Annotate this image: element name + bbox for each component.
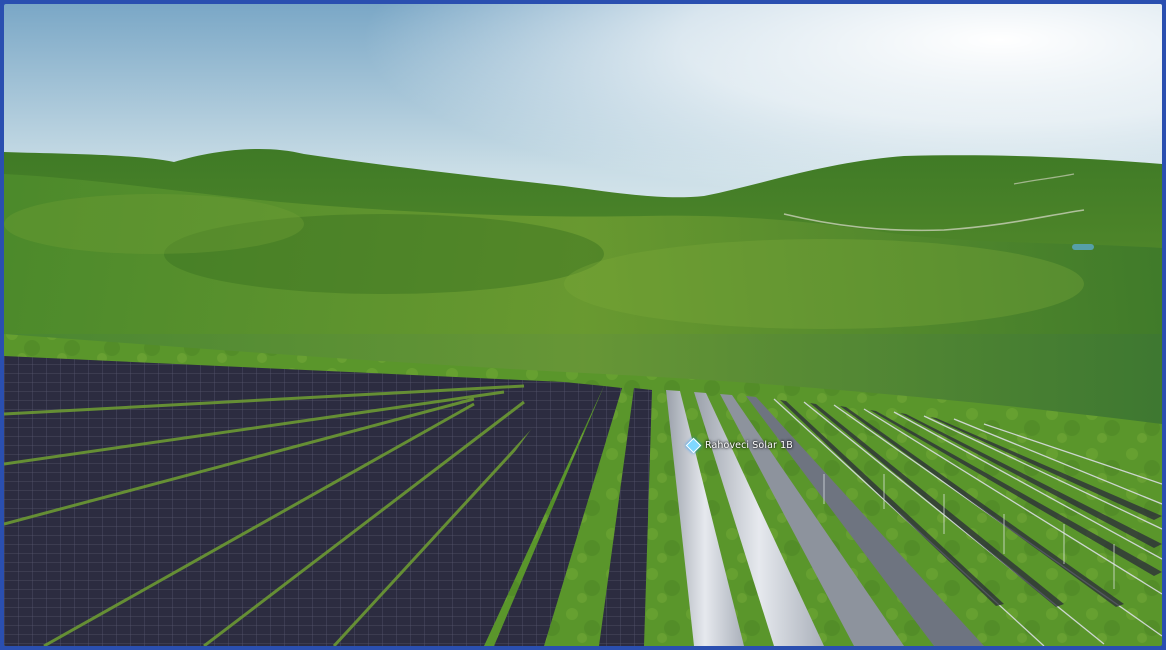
panel-supports (823, 474, 1115, 589)
3d-scene-viewport[interactable]: Rahoveci Solar 1B (4, 4, 1162, 646)
hill-shade-1 (164, 214, 604, 294)
pond (1072, 244, 1094, 250)
hill-road-2 (1013, 173, 1075, 185)
solar-rows-reflective (666, 390, 984, 646)
poi-label[interactable]: Rahoveci Solar 1B (685, 437, 793, 454)
solar-rows-right-panels (780, 400, 1162, 607)
solar-rows-center (374, 384, 652, 646)
poi-label-text: Rahoveci Solar 1B (705, 440, 793, 451)
row-gaps-left (4, 384, 566, 646)
terrain-render (4, 4, 1162, 646)
hill-road (783, 209, 1085, 232)
diamond-marker-icon (685, 437, 702, 454)
hill-shade-2 (564, 239, 1084, 329)
hill-shade-3 (4, 194, 304, 254)
